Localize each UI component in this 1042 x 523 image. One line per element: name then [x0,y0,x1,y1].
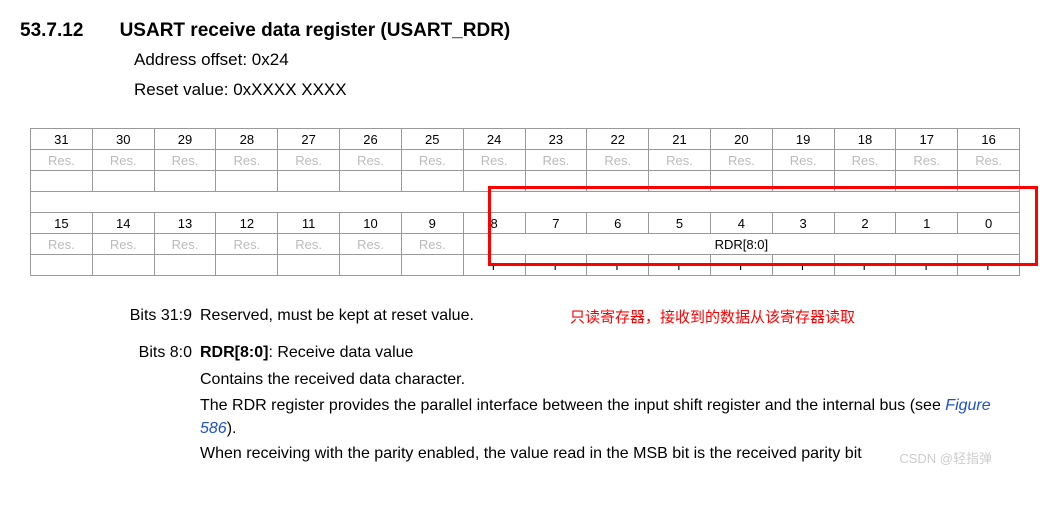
desc-line: The RDR register provides the parallel i… [200,394,1022,440]
address-offset: Address offset: 0x24 [134,50,1022,70]
bits-label: Bits 31:9 [118,304,192,327]
field-row-low: Res.Res.Res.Res. Res.Res.Res. RDR[8:0] [31,234,1020,255]
section-title: USART receive data register (USART_RDR) [120,20,511,41]
access-row-high [31,171,1020,192]
bit-row-low: 15141312 111098 7654 3210 [31,213,1020,234]
register-layout: 31302928 27262524 23222120 19181716 Res.… [30,128,1022,276]
description-block: Bits 31:9 Reserved, must be kept at rese… [118,304,1022,465]
rdr-field-name: RDR[8:0] [200,344,268,361]
watermark: CSDN @轻指弹 [899,448,992,467]
bit-row-high: 31302928 27262524 23222120 19181716 [31,129,1020,150]
section-number: 53.7.12 [20,20,83,42]
register-table: 31302928 27262524 23222120 19181716 Res.… [30,128,1020,276]
field-row-high: Res.Res.Res.Res. Res.Res.Res.Res. Res.Re… [31,150,1020,171]
rdr-field: RDR[8:0] [463,234,1019,255]
rdr-field-suffix: : Receive data value [268,344,413,361]
annotation-note: 只读寄存器，接收到的数据从该寄存器读取 [570,306,855,327]
access-row-low: rrrrr rrrr [31,255,1020,276]
desc-line: Contains the received data character. [200,368,1022,391]
bits-label: Bits 8:0 [118,341,192,465]
reset-value: Reset value: 0xXXXX XXXX [134,80,1022,100]
